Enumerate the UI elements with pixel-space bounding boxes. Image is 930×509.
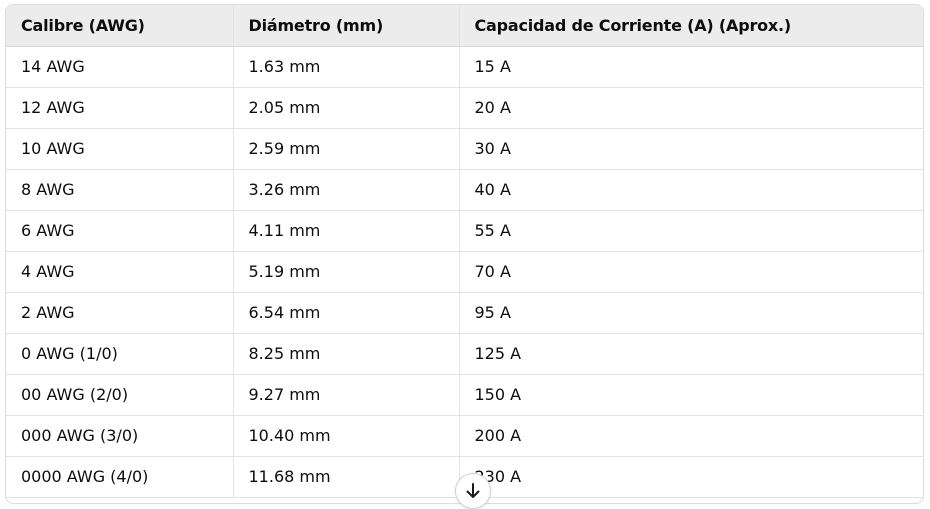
cell-calibre: 4 AWG	[6, 251, 233, 293]
header-calibre: Calibre (AWG)	[6, 5, 233, 47]
awg-table-container: Calibre (AWG) Diámetro (mm) Capacidad de…	[5, 4, 924, 504]
cell-calibre: 12 AWG	[6, 87, 233, 129]
table-row: 12 AWG 2.05 mm 20 A	[6, 87, 923, 129]
cell-diametro: 4.11 mm	[232, 210, 459, 252]
cell-diametro: 11.68 mm	[232, 456, 459, 498]
cell-capacidad: 150 A	[458, 374, 923, 416]
table-row: 10 AWG 2.59 mm 30 A	[6, 128, 923, 170]
cell-calibre: 10 AWG	[6, 128, 233, 170]
table-row: 4 AWG 5.19 mm 70 A	[6, 251, 923, 293]
cell-calibre: 00 AWG (2/0)	[6, 374, 233, 416]
table-row: 14 AWG 1.63 mm 15 A	[6, 46, 923, 88]
cell-capacidad: 55 A	[458, 210, 923, 252]
cell-diametro: 9.27 mm	[232, 374, 459, 416]
cell-capacidad: 30 A	[458, 128, 923, 170]
cell-calibre: 0 AWG (1/0)	[6, 333, 233, 375]
cell-diametro: 1.63 mm	[232, 46, 459, 88]
arrow-down-icon	[466, 483, 480, 498]
header-diametro: Diámetro (mm)	[232, 5, 459, 47]
cell-capacidad: 95 A	[458, 292, 923, 334]
awg-table: Calibre (AWG) Diámetro (mm) Capacidad de…	[6, 5, 923, 498]
cell-capacidad: 230 A	[458, 456, 923, 498]
cell-diametro: 3.26 mm	[232, 169, 459, 211]
table-row: 000 AWG (3/0) 10.40 mm 200 A	[6, 415, 923, 457]
cell-calibre: 000 AWG (3/0)	[6, 415, 233, 457]
table-row: 6 AWG 4.11 mm 55 A	[6, 210, 923, 252]
scroll-down-button[interactable]	[455, 473, 491, 509]
cell-diametro: 5.19 mm	[232, 251, 459, 293]
cell-calibre: 2 AWG	[6, 292, 233, 334]
cell-diametro: 8.25 mm	[232, 333, 459, 375]
table-row: 0000 AWG (4/0) 11.68 mm 230 A	[6, 456, 923, 498]
cell-diametro: 2.59 mm	[232, 128, 459, 170]
cell-diametro: 10.40 mm	[232, 415, 459, 457]
cell-diametro: 6.54 mm	[232, 292, 459, 334]
table-row: 8 AWG 3.26 mm 40 A	[6, 169, 923, 211]
cell-capacidad: 125 A	[458, 333, 923, 375]
cell-calibre: 6 AWG	[6, 210, 233, 252]
cell-capacidad: 20 A	[458, 87, 923, 129]
cell-capacidad: 200 A	[458, 415, 923, 457]
cell-calibre: 0000 AWG (4/0)	[6, 456, 233, 498]
table-row: 0 AWG (1/0) 8.25 mm 125 A	[6, 333, 923, 375]
table-row: 00 AWG (2/0) 9.27 mm 150 A	[6, 374, 923, 416]
cell-capacidad: 40 A	[458, 169, 923, 211]
cell-diametro: 2.05 mm	[232, 87, 459, 129]
header-capacidad: Capacidad de Corriente (A) (Aprox.)	[458, 5, 923, 47]
cell-calibre: 14 AWG	[6, 46, 233, 88]
cell-calibre: 8 AWG	[6, 169, 233, 211]
cell-capacidad: 70 A	[458, 251, 923, 293]
cell-capacidad: 15 A	[458, 46, 923, 88]
table-row: 2 AWG 6.54 mm 95 A	[6, 292, 923, 334]
table-header-row: Calibre (AWG) Diámetro (mm) Capacidad de…	[6, 5, 923, 47]
